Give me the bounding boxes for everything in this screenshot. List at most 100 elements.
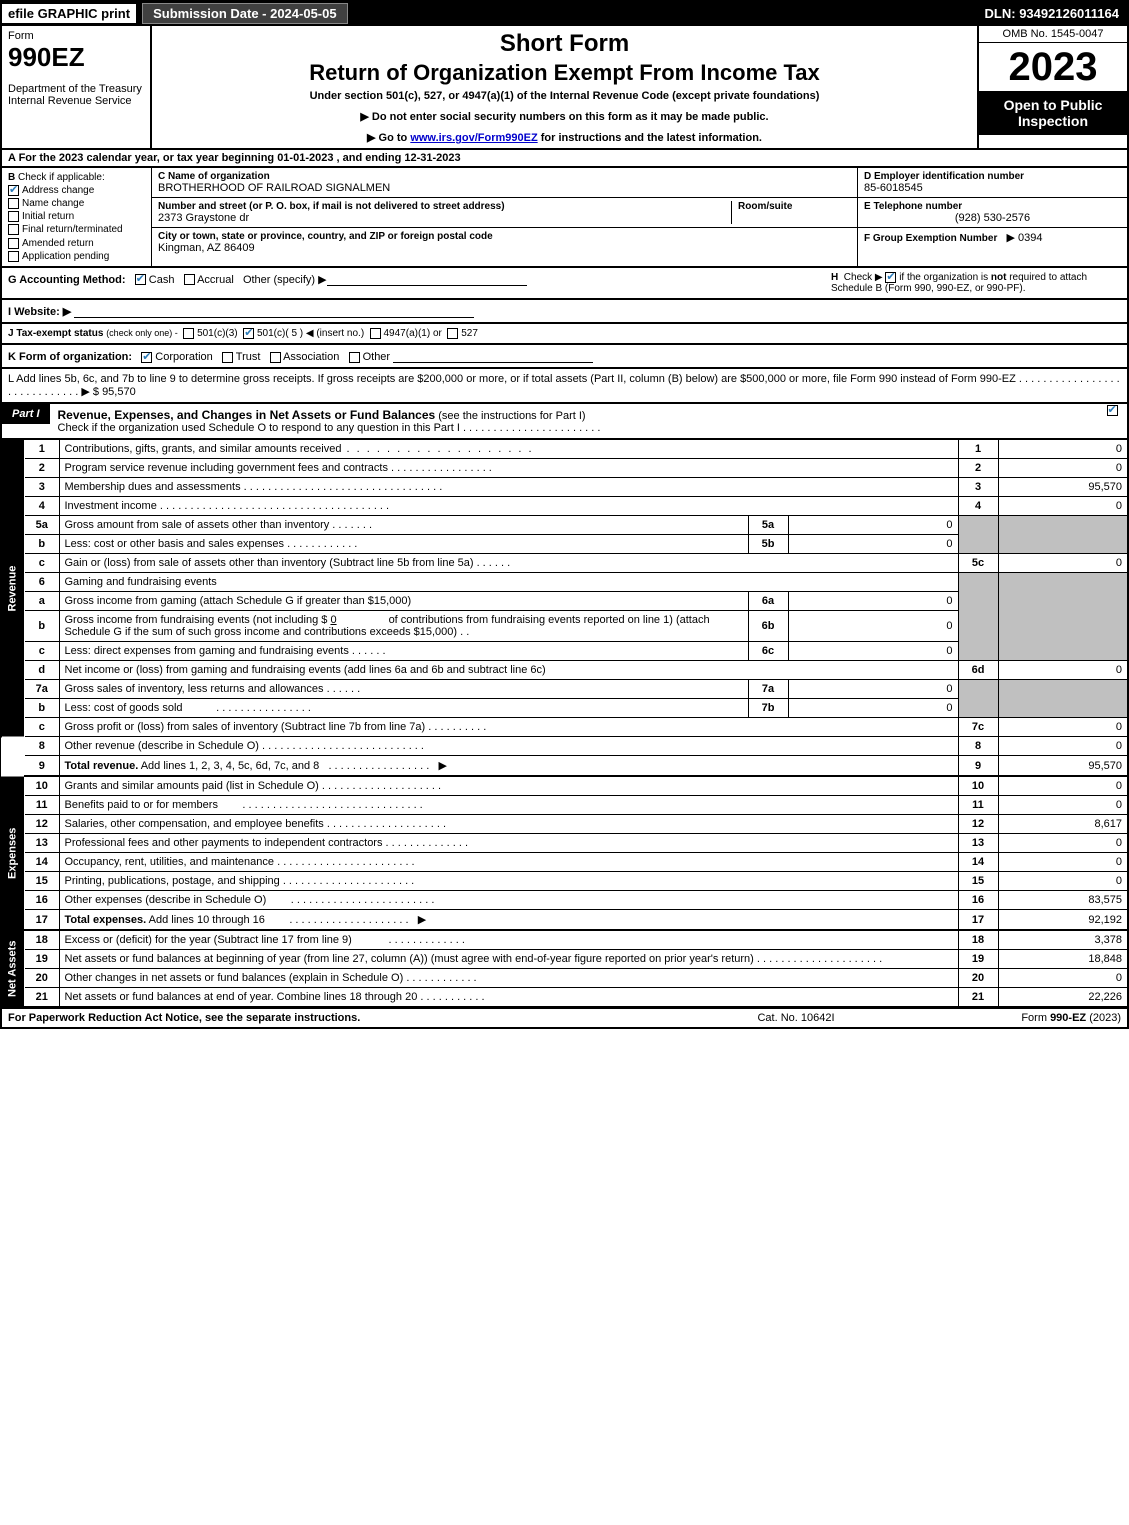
line-num: 15 bbox=[25, 872, 59, 891]
initial-return-label: Initial return bbox=[22, 211, 74, 222]
row-g: G Accounting Method: Cash Accrual Other … bbox=[8, 272, 821, 294]
dept-label: Department of the Treasury bbox=[8, 83, 144, 95]
result-num: 12 bbox=[958, 815, 998, 834]
part1-sub: (see the instructions for Part I) bbox=[438, 410, 585, 422]
line-desc: Excess or (deficit) for the year (Subtra… bbox=[59, 930, 958, 950]
open-public-inspection: Open to Public Inspection bbox=[979, 91, 1127, 135]
checkbox-corp-icon[interactable] bbox=[141, 352, 152, 363]
checkbox-accrual-icon[interactable] bbox=[184, 274, 195, 285]
line-num: 9 bbox=[25, 756, 59, 777]
result-num: 21 bbox=[958, 988, 998, 1008]
result-val: 18,848 bbox=[998, 950, 1128, 969]
sub-num: 7b bbox=[748, 699, 788, 718]
checkbox-4947-icon[interactable] bbox=[370, 328, 381, 339]
line-num: 6 bbox=[25, 573, 59, 592]
checkbox-icon bbox=[8, 198, 19, 209]
city-label: City or town, state or province, country… bbox=[158, 231, 851, 242]
check-final-return[interactable]: Final return/terminated bbox=[8, 224, 145, 235]
line-desc: Net income or (loss) from gaming and fun… bbox=[59, 661, 958, 680]
checkbox-trust-icon[interactable] bbox=[222, 352, 233, 363]
check-initial-return[interactable]: Initial return bbox=[8, 211, 145, 222]
line-num: c bbox=[25, 554, 59, 573]
form-header-right: OMB No. 1545-0047 2023 Open to Public In… bbox=[977, 26, 1127, 148]
result-num: 6d bbox=[958, 661, 998, 680]
k-assoc: Association bbox=[283, 351, 339, 363]
other-label: Other (specify) ▶ bbox=[243, 274, 327, 286]
form-label: Form bbox=[8, 30, 144, 42]
j-501c3: 501(c)(3) bbox=[197, 328, 238, 339]
checkbox-other-icon[interactable] bbox=[349, 352, 360, 363]
expenses-side-label: Expenses bbox=[1, 776, 25, 930]
checkbox-schedule-o-icon[interactable] bbox=[1107, 405, 1118, 416]
result-num: 13 bbox=[958, 834, 998, 853]
footer-cat-no: Cat. No. 10642I bbox=[671, 1012, 921, 1024]
website-field[interactable] bbox=[74, 304, 474, 318]
other-specify-field[interactable] bbox=[327, 272, 527, 286]
table-row: 14 Occupancy, rent, utilities, and maint… bbox=[1, 853, 1128, 872]
result-val: 22,226 bbox=[998, 988, 1128, 1008]
grey-cell bbox=[958, 516, 998, 554]
line-num: 1 bbox=[25, 440, 59, 459]
check-name-change[interactable]: Name change bbox=[8, 198, 145, 209]
j-527: 527 bbox=[461, 328, 478, 339]
line-desc: Total expenses. Add lines 10 through 16 … bbox=[59, 910, 958, 931]
line-num: 5a bbox=[25, 516, 59, 535]
check-address-change[interactable]: Address change bbox=[8, 185, 145, 196]
result-val: 0 bbox=[998, 853, 1128, 872]
irs-label: Internal Revenue Service bbox=[8, 95, 144, 107]
part1-title: Revenue, Expenses, and Changes in Net As… bbox=[58, 408, 436, 422]
street-value: 2373 Graystone dr bbox=[158, 212, 731, 224]
result-val: 0 bbox=[998, 718, 1128, 737]
efile-header-bar: efile GRAPHIC print Submission Date - 20… bbox=[0, 0, 1129, 26]
line-num: b bbox=[25, 699, 59, 718]
checkbox-cash-icon[interactable] bbox=[135, 274, 146, 285]
line-num: 16 bbox=[25, 891, 59, 910]
other-org-field[interactable] bbox=[393, 349, 593, 363]
result-num: 19 bbox=[958, 950, 998, 969]
j-4947: 4947(a)(1) or bbox=[384, 328, 442, 339]
checkbox-schedule-b-icon[interactable] bbox=[885, 272, 896, 283]
result-num: 18 bbox=[958, 930, 998, 950]
fundraising-amount: 0 bbox=[330, 614, 336, 626]
checkbox-527-icon[interactable] bbox=[447, 328, 458, 339]
result-num: 9 bbox=[958, 756, 998, 777]
check-application-pending[interactable]: Application pending bbox=[8, 251, 145, 262]
arrow-icon: ▶ bbox=[418, 914, 426, 926]
line-desc: Gross income from fundraising events (no… bbox=[59, 611, 748, 642]
result-val: 0 bbox=[998, 796, 1128, 815]
line-desc: Gross profit or (loss) from sales of inv… bbox=[59, 718, 958, 737]
efile-print-label[interactable]: efile GRAPHIC print bbox=[2, 4, 136, 23]
arrow-icon: ▶ bbox=[81, 386, 89, 398]
part1-tab: Part I bbox=[2, 404, 50, 424]
phone-label: E Telephone number bbox=[864, 201, 1121, 212]
irs-link[interactable]: www.irs.gov/Form990EZ bbox=[410, 132, 537, 144]
line-num: 3 bbox=[25, 478, 59, 497]
check-amended-return[interactable]: Amended return bbox=[8, 238, 145, 249]
line-num: 13 bbox=[25, 834, 59, 853]
omb-number: OMB No. 1545-0047 bbox=[979, 26, 1127, 43]
result-val: 95,570 bbox=[998, 756, 1128, 777]
street-block: Number and street (or P. O. box, if mail… bbox=[152, 198, 857, 228]
line-desc: Grants and similar amounts paid (list in… bbox=[59, 776, 958, 796]
section-f: F Group Exemption Number ▶ 0394 bbox=[858, 228, 1127, 247]
result-val: 0 bbox=[998, 834, 1128, 853]
checkbox-501c3-icon[interactable] bbox=[183, 328, 194, 339]
table-row: 9 Total revenue. Add lines 1, 2, 3, 4, 5… bbox=[1, 756, 1128, 777]
table-row: 7a Gross sales of inventory, less return… bbox=[1, 680, 1128, 699]
checkbox-501c-icon[interactable] bbox=[243, 328, 254, 339]
table-row: Revenue 1 Contributions, gifts, grants, … bbox=[1, 440, 1128, 459]
table-row: 15 Printing, publications, postage, and … bbox=[1, 872, 1128, 891]
checkbox-address-change-icon bbox=[8, 185, 19, 196]
line-desc: Printing, publications, postage, and shi… bbox=[59, 872, 958, 891]
sub-num: 6a bbox=[748, 592, 788, 611]
line-num: 8 bbox=[25, 737, 59, 756]
city-value: Kingman, AZ 86409 bbox=[158, 242, 851, 254]
line-desc: Membership dues and assessments . . . . … bbox=[59, 478, 958, 497]
row-i-website: I Website: ▶ bbox=[0, 300, 1129, 324]
dln-label: DLN: 93492126011164 bbox=[985, 6, 1127, 21]
row-gh: G Accounting Method: Cash Accrual Other … bbox=[0, 268, 1129, 300]
line-num: 14 bbox=[25, 853, 59, 872]
sub-num: 5a bbox=[748, 516, 788, 535]
checkbox-assoc-icon[interactable] bbox=[270, 352, 281, 363]
street-label: Number and street (or P. O. box, if mail… bbox=[158, 201, 731, 212]
